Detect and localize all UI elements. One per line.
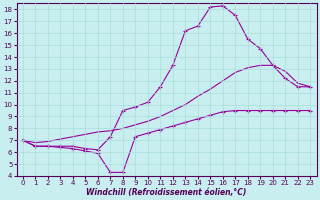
X-axis label: Windchill (Refroidissement éolien,°C): Windchill (Refroidissement éolien,°C) — [86, 188, 247, 197]
